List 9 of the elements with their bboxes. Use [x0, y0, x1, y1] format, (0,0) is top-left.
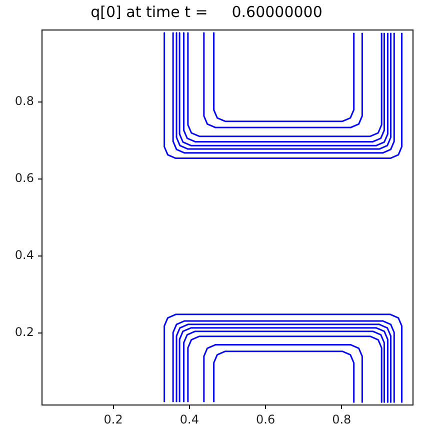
- x-tick-label: 0.4: [180, 412, 199, 426]
- y-tick-label: 0.6: [14, 171, 34, 186]
- y-tick-label: 0.2: [14, 325, 34, 340]
- x-tick-label: 0.8: [332, 412, 352, 426]
- y-tick-label: 0.4: [14, 248, 34, 262]
- y-tick-label: 0.8: [14, 94, 34, 108]
- x-tick-label: 0.2: [104, 412, 123, 426]
- x-tick-label: 0.6: [256, 412, 276, 426]
- chart-title: q[0] at time t = 0.60000000: [90, 2, 322, 21]
